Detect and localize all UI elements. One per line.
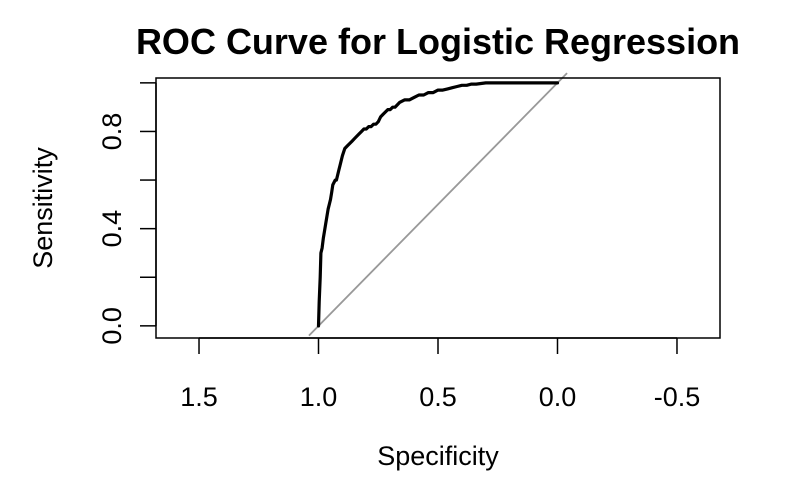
x-axis-title: Specificity (377, 441, 499, 471)
x-tick-label: 1.5 (180, 382, 218, 412)
x-axis: 1.5 1.0 0.5 0.0 -0.5 (180, 337, 701, 412)
y-tick-label: 0.8 (97, 113, 127, 151)
x-tick-label: -0.5 (654, 382, 701, 412)
y-tick-label: 0.0 (97, 307, 127, 345)
plot-frame (155, 77, 721, 339)
x-tick-label: 1.0 (300, 382, 338, 412)
reference-diagonal-line (308, 72, 568, 337)
x-tick-label: 0.5 (419, 382, 457, 412)
roc-curve-line (316, 81, 560, 328)
chart-title: ROC Curve for Logistic Regression (136, 21, 740, 62)
y-axis-title: Sensitivity (28, 147, 58, 269)
plot-area (308, 72, 568, 337)
y-axis: 0.0 0.4 0.8 (97, 82, 157, 345)
y-tick-label: 0.4 (97, 210, 127, 248)
x-tick-label: 0.0 (539, 382, 577, 412)
